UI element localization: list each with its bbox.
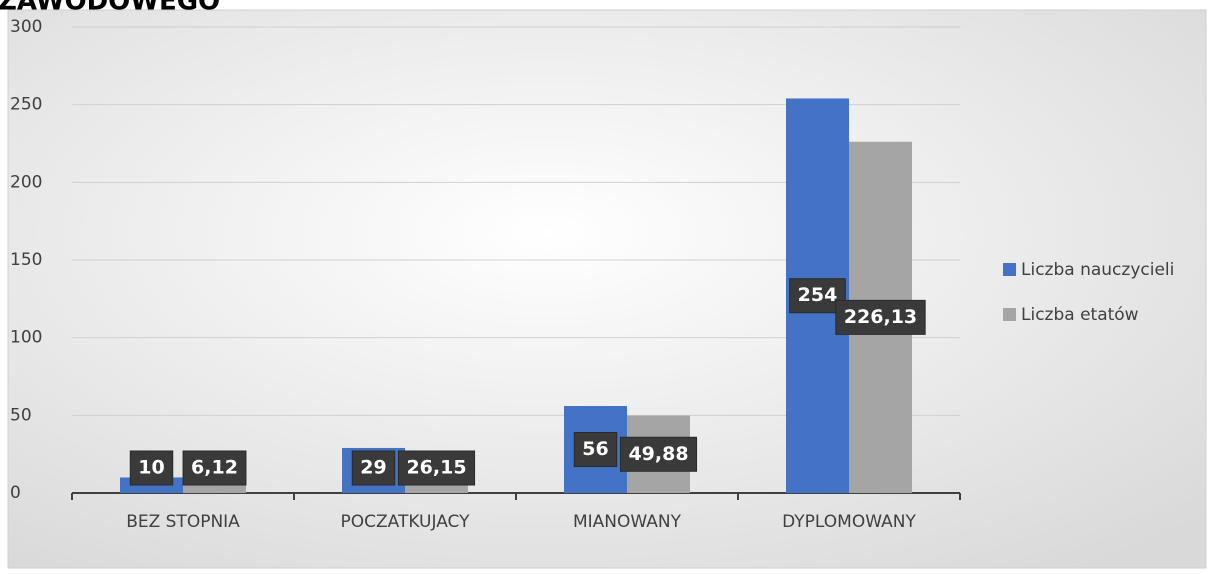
x-tick-label: BEZ STOPNIA: [126, 512, 240, 532]
value-label: 56: [582, 438, 608, 460]
value-label: 49,88: [628, 443, 688, 465]
y-tick-label: 250: [10, 95, 42, 115]
x-tick-label: MIANOWANY: [573, 512, 682, 532]
value-label-box: [351, 450, 396, 486]
x-tick-label: DYPLOMOWANY: [782, 512, 916, 532]
value-label-box: [573, 432, 618, 468]
x-tick-label: POCZATKUJACY: [341, 512, 471, 532]
value-label: 226,13: [844, 306, 917, 328]
value-label: 26,15: [406, 457, 466, 479]
y-tick-label: 0: [10, 483, 21, 503]
value-label-box: [619, 436, 698, 472]
y-tick-label: 300: [10, 17, 42, 37]
legend-label: Liczba nauczycieli: [1021, 260, 1174, 280]
value-label: 29: [360, 457, 386, 479]
value-label: 6,12: [191, 457, 238, 479]
legend-label: Liczba etatów: [1021, 305, 1139, 325]
bar: [183, 483, 246, 493]
value-label: 10: [138, 457, 164, 479]
legend-swatch: [1003, 308, 1016, 321]
y-tick-label: 150: [10, 250, 42, 270]
value-label-box: [835, 299, 926, 335]
y-tick-label: 100: [10, 328, 42, 348]
value-label: 254: [798, 284, 838, 306]
y-tick-label: 200: [10, 172, 42, 192]
value-label-box: [182, 450, 247, 486]
y-tick-label: 50: [10, 405, 32, 425]
chart-title: ZAWODOWEGO: [0, 0, 220, 17]
value-label-box: [129, 450, 174, 486]
legend-swatch: [1003, 263, 1016, 276]
value-label-box: [397, 450, 476, 486]
